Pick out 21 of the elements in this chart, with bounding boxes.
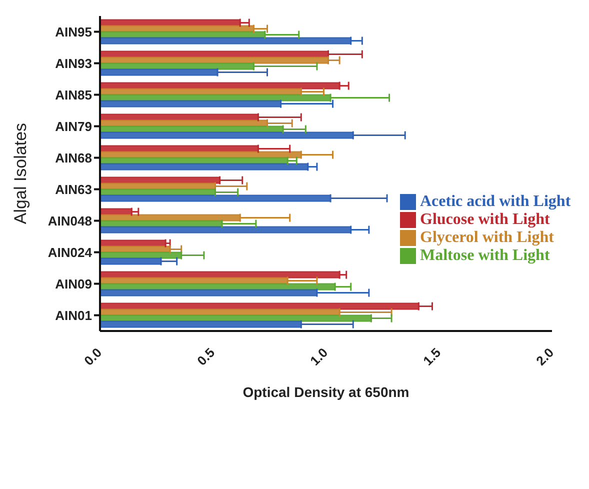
- y-tick-label: AIN048: [48, 213, 92, 228]
- legend-label: Glucose with Light: [420, 211, 550, 228]
- y-tick-label: AIN85: [55, 87, 92, 102]
- y-tick-label: AIN63: [55, 182, 92, 197]
- y-tick-label: AIN93: [55, 56, 92, 71]
- legend-label: Acetic acid with Light: [420, 193, 571, 210]
- x-tick-label: 2.0: [533, 344, 557, 368]
- x-axis-title: Optical Density at 650nm: [242, 384, 410, 400]
- x-tick-label: 1.5: [420, 344, 444, 368]
- x-tick-label: 0.0: [81, 344, 105, 368]
- y-tick-label: AIN68: [55, 150, 92, 166]
- legend-label: Glycerol with Light: [420, 229, 554, 246]
- y-tick-label: AIN95: [55, 24, 92, 40]
- y-tick-label: AIN79: [55, 118, 92, 134]
- y-tick-label: AIN024: [48, 244, 93, 260]
- y-tick-label: AIN09: [55, 276, 92, 292]
- y-axis-title: Algal Isolates: [11, 122, 30, 224]
- x-tick-label: 0.5: [194, 344, 218, 368]
- x-tick-label: 1.0: [307, 344, 331, 368]
- legend-label: Maltose with Light: [420, 247, 550, 264]
- y-tick-label: AIN01: [55, 308, 92, 323]
